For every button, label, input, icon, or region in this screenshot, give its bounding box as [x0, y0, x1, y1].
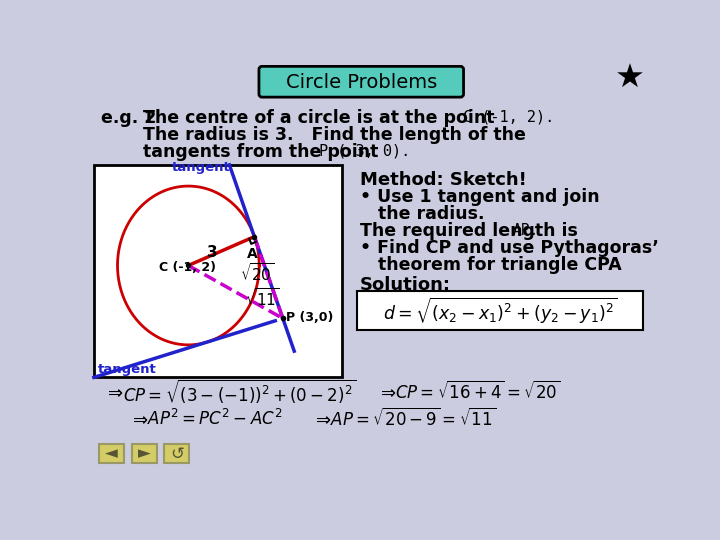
Text: Method: Sketch!: Method: Sketch! [360, 171, 526, 189]
Text: A: A [247, 247, 258, 261]
Text: $CP = \sqrt{(3-(-1))^2+(0-2)^2}$: $CP = \sqrt{(3-(-1))^2+(0-2)^2}$ [122, 378, 356, 406]
Text: ↺: ↺ [170, 444, 184, 463]
Text: $\Rightarrow$: $\Rightarrow$ [312, 410, 331, 428]
Text: Solution:: Solution: [360, 276, 451, 294]
FancyBboxPatch shape [356, 291, 644, 330]
FancyBboxPatch shape [259, 66, 464, 97]
Bar [132, 444, 157, 463]
Text: $\sqrt{11}$: $\sqrt{11}$ [245, 287, 279, 309]
Text: C (-1, 2).: C (-1, 2). [463, 110, 554, 124]
Text: • Use 1 tangent and join: • Use 1 tangent and join [360, 188, 599, 206]
Text: C (-1, 2): C (-1, 2) [159, 260, 216, 274]
Text: $\sqrt{20}$: $\sqrt{20}$ [240, 262, 275, 284]
Text: tangents from the point: tangents from the point [143, 143, 378, 161]
Text: ◄: ◄ [105, 444, 118, 463]
Text: 3: 3 [207, 245, 217, 260]
Text: AP.: AP. [513, 224, 539, 239]
Text: $CP = \sqrt{16+4} = \sqrt{20}$: $CP = \sqrt{16+4} = \sqrt{20}$ [395, 381, 561, 403]
Text: $\Rightarrow$: $\Rightarrow$ [129, 410, 148, 428]
Bar [99, 444, 124, 463]
Text: tangent: tangent [172, 161, 231, 174]
Text: • Find CP and use Pythagoras’: • Find CP and use Pythagoras’ [360, 239, 659, 257]
Text: ►: ► [138, 444, 150, 463]
Text: $d = \sqrt{(x_2 - x_1)^2 + (y_2 - y_1)^2}$: $d = \sqrt{(x_2 - x_1)^2 + (y_2 - y_1)^2… [382, 295, 617, 326]
Text: e.g. 2: e.g. 2 [101, 110, 156, 127]
Text: The required length is: The required length is [360, 222, 577, 240]
Text: P (3,0): P (3,0) [286, 311, 333, 324]
Text: $\Rightarrow$: $\Rightarrow$ [104, 383, 124, 401]
Text: ★: ★ [614, 62, 644, 95]
Text: Circle Problems: Circle Problems [286, 73, 437, 92]
Text: the radius.: the radius. [360, 205, 484, 223]
Text: theorem for triangle CPA: theorem for triangle CPA [360, 256, 621, 274]
Text: The centre of a circle is at the point: The centre of a circle is at the point [143, 110, 494, 127]
Text: tangent: tangent [98, 363, 156, 376]
Text: $AP = \sqrt{20-9} = \sqrt{11}$: $AP = \sqrt{20-9} = \sqrt{11}$ [330, 408, 496, 430]
Bar [164, 444, 189, 463]
Text: P ( 3, 0).: P ( 3, 0). [319, 143, 410, 158]
Bar [94, 165, 342, 377]
Text: $\Rightarrow$: $\Rightarrow$ [377, 383, 397, 401]
Text: The radius is 3.   Find the length of the: The radius is 3. Find the length of the [143, 126, 526, 144]
Text: $AP^2 = PC^2 - AC^2$: $AP^2 = PC^2 - AC^2$ [148, 409, 283, 429]
